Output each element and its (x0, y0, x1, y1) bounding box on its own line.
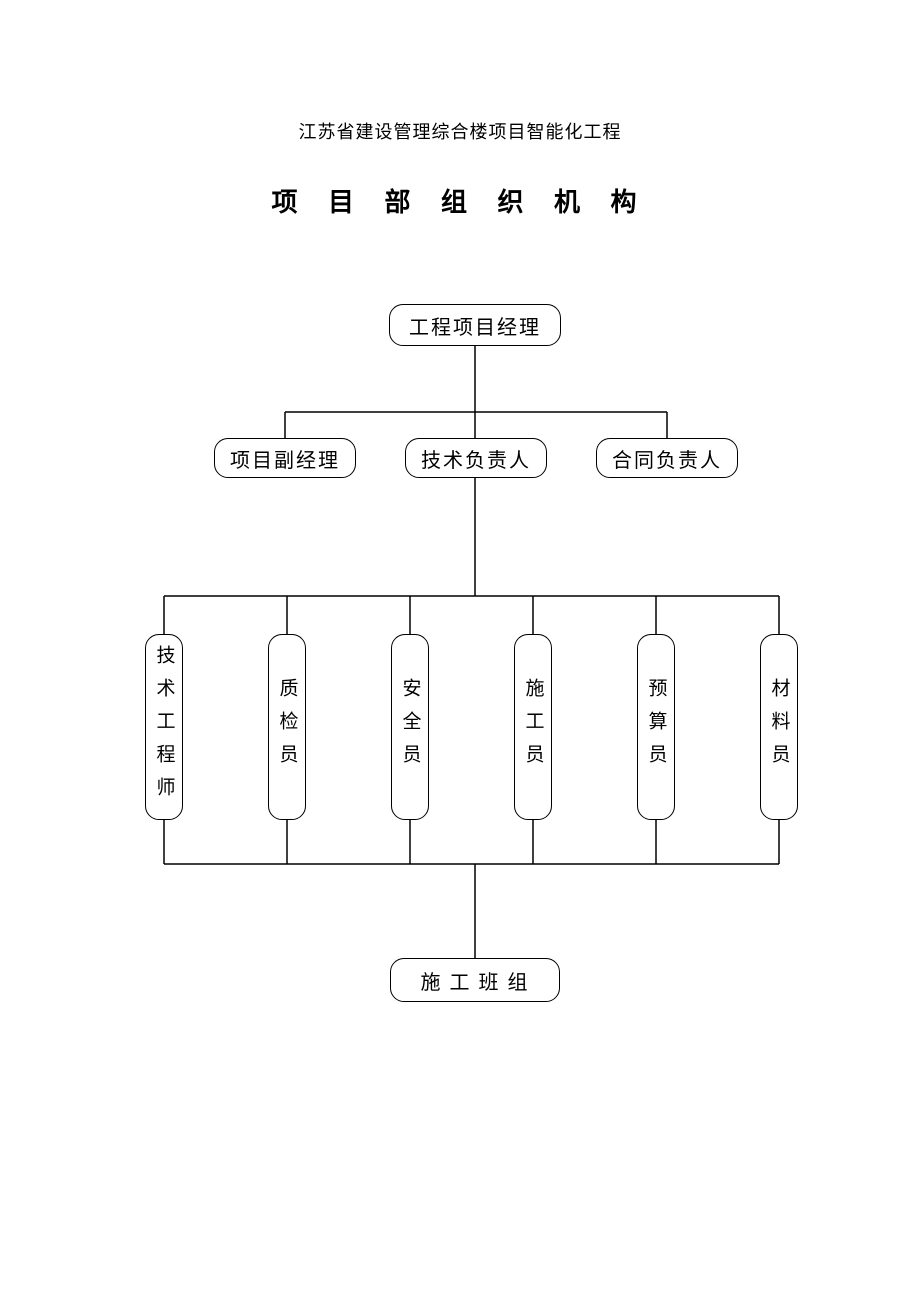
node-label: 项目副经理 (230, 444, 340, 473)
node-label: 预算员 (643, 678, 670, 777)
node-quality-inspector: 质检员 (268, 634, 306, 820)
node-materials-officer: 材料员 (760, 634, 798, 820)
node-label: 施工员 (520, 678, 547, 777)
node-label: 质检员 (274, 678, 301, 777)
node-label: 合同负责人 (612, 444, 722, 473)
node-label: 安全员 (397, 678, 424, 777)
node-deputy-manager: 项目副经理 (214, 438, 356, 478)
node-tech-lead: 技术负责人 (405, 438, 547, 478)
node-label: 施 工 班 组 (421, 966, 530, 995)
node-label: 技术工程师 (151, 645, 178, 810)
node-label: 工程项目经理 (409, 311, 541, 340)
document-title: 项 目 部 组 织 机 构 (0, 182, 920, 219)
document-subtitle: 江苏省建设管理综合楼项目智能化工程 (0, 118, 920, 144)
node-label: 材料员 (766, 678, 793, 777)
node-safety-officer: 安全员 (391, 634, 429, 820)
org-chart-container: 江苏省建设管理综合楼项目智能化工程 项 目 部 组 织 机 构 工程项目经理 项… (0, 0, 920, 1302)
node-construction-team: 施 工 班 组 (390, 958, 560, 1002)
node-budget-officer: 预算员 (637, 634, 675, 820)
node-contract-lead: 合同负责人 (596, 438, 738, 478)
node-label: 技术负责人 (421, 444, 531, 473)
node-project-manager: 工程项目经理 (389, 304, 561, 346)
node-tech-engineer: 技术工程师 (145, 634, 183, 820)
node-construction-officer: 施工员 (514, 634, 552, 820)
